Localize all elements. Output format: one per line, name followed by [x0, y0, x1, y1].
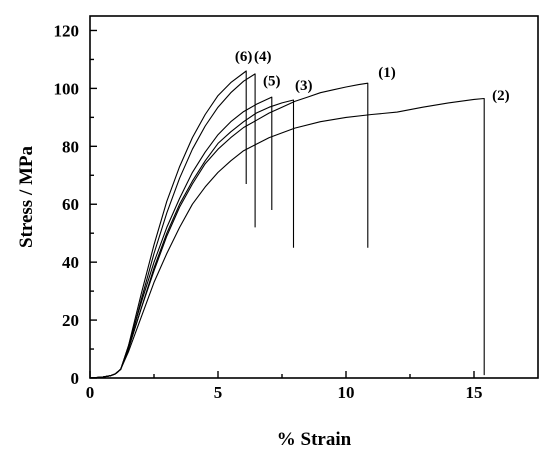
y-tick-label: 0 [71, 369, 80, 388]
plot-frame [89, 15, 539, 379]
y-tick-label: 80 [62, 137, 79, 156]
series-label: (1) [378, 65, 396, 81]
x-tick-label: 10 [338, 383, 355, 402]
series-label: (2) [492, 88, 510, 104]
series-label: (4) [254, 49, 272, 65]
series-label: (5) [263, 74, 281, 90]
ticks: 0 5 10 15 0 20 40 60 80 100 120 [54, 21, 483, 402]
series-line-5 [89, 96, 273, 379]
series-group [89, 70, 485, 379]
series-line-3 [89, 99, 295, 379]
series-label: (6) [235, 49, 253, 65]
series-labels: (6) (4) (5) (3) (1) (2) [235, 49, 510, 104]
series-line-6 [89, 70, 247, 379]
axes [89, 15, 539, 379]
x-tick-label: 15 [466, 383, 483, 402]
y-tick-label: 40 [62, 253, 79, 272]
series-line-4 [89, 73, 256, 379]
series-label: (3) [295, 78, 313, 94]
x-tick-label: 0 [86, 383, 95, 402]
y-tick-label: 100 [54, 79, 80, 98]
y-tick-label: 20 [62, 311, 79, 330]
y-tick-label: 120 [54, 21, 80, 40]
series-line-2 [89, 97, 485, 379]
y-axis-title: Stress / MPa [16, 145, 37, 248]
y-tick-label: 60 [62, 195, 79, 214]
x-tick-label: 5 [214, 383, 223, 402]
x-axis-title: % Strain [277, 429, 352, 450]
